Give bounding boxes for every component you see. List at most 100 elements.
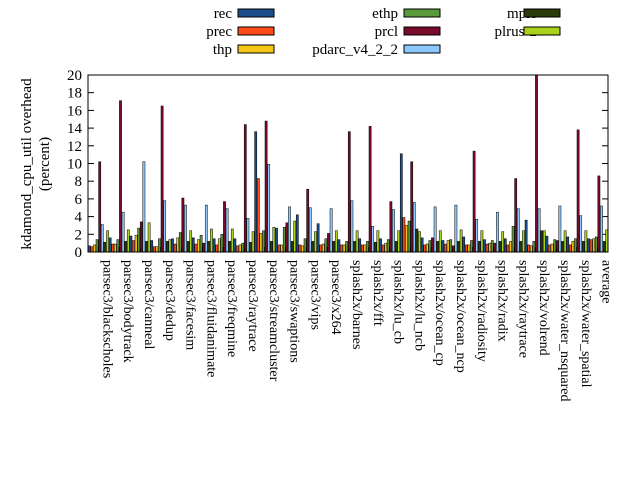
bar-prec-3 [152, 246, 156, 253]
bar-plrus-2-1 [126, 229, 130, 253]
legend-label-rec: rec [214, 6, 233, 22]
bar-pdarc_v4_2_2-6 [225, 208, 229, 253]
bar-mprs-22 [561, 241, 564, 253]
bar-ethp-22 [553, 239, 557, 253]
bar-ethp-6 [220, 234, 224, 253]
bar-ethp-17 [449, 239, 453, 253]
bar-pdarc_v4_2_2-2 [142, 161, 146, 253]
bar-ethp-10 [303, 238, 307, 253]
legend-label-thp: thp [213, 42, 232, 58]
bar-prcl-8 [264, 120, 268, 253]
bar-rec-24 [587, 238, 590, 253]
bar-plrus-2-22 [563, 230, 567, 253]
x-tick-label: splash2x/ocean_ncp [453, 260, 468, 373]
bar-prcl-23 [576, 129, 580, 253]
bar-ethp-9 [282, 226, 286, 253]
bar-prcl-15 [410, 161, 414, 253]
x-tick-label: splash2x/volrend [536, 260, 551, 356]
bar-plrus-2-19 [501, 231, 505, 253]
bar-ethp-2 [137, 227, 141, 253]
bar-pdarc_v4_2_2-9 [288, 206, 291, 253]
bar-ethp-21 [532, 241, 536, 253]
x-tick-label: parsec3/fluidanimate [203, 260, 218, 377]
bar-prec-6 [215, 244, 219, 253]
bar-pdarc_v4_2_2-11 [329, 208, 333, 253]
bar-thp-22 [550, 243, 554, 253]
bar-pdarc_v4_2_2-24 [600, 205, 603, 253]
x-tick-label: parsec3/x264 [328, 260, 343, 335]
legend-swatch-plrus-2 [523, 26, 561, 36]
bar-rec-6 [212, 238, 216, 253]
x-tick-label: splash2x/ocean_cp [432, 260, 447, 366]
bar-plrus-2-8 [272, 226, 276, 253]
bar-pdarc_v4_2_2-16 [433, 206, 437, 253]
legend-swatch-rec [237, 8, 275, 18]
bar-plrus-2-23 [584, 230, 588, 253]
bar-prcl-5 [202, 242, 206, 253]
bar-pdarc_v4_2_2-18 [475, 219, 479, 253]
bar-mprs-19 [498, 241, 502, 253]
bar-prcl-24 [597, 175, 601, 253]
bar-mprs-1 [124, 241, 128, 253]
bar-prec-23 [568, 244, 572, 253]
bar-prec-7 [236, 245, 239, 253]
x-tick-label: splash2x/water_nsquared [557, 260, 572, 402]
bar-mprs-4 [186, 241, 190, 253]
bar-mprs-5 [207, 241, 211, 253]
bar-mprs-3 [165, 241, 169, 253]
x-tick-label: parsec3/freqmine [224, 260, 239, 357]
bar-plrus-2-7 [251, 231, 255, 253]
bar-ethp-23 [574, 238, 577, 253]
bar-pdarc_v4_2_2-1 [121, 211, 125, 253]
bar-thp-3 [155, 246, 159, 253]
bar-prcl-18 [472, 150, 476, 253]
bar-ethp-8 [262, 230, 265, 253]
legend-label-prcl: prcl [375, 24, 398, 40]
bar-plrus-2-5 [210, 228, 213, 253]
x-tick-label: splash2x/radix [495, 260, 510, 342]
bar-thp-14 [384, 242, 388, 253]
x-tick-label: parsec3/blackscholes [99, 260, 114, 378]
bar-pdarc_v4_2_2-4 [184, 204, 187, 253]
bar-thp-18 [467, 244, 471, 253]
bar-mprs-24 [602, 241, 606, 253]
y-tick-label: 6 [75, 192, 83, 208]
bar-rec-15 [399, 153, 403, 253]
y-tick-label: 2 [75, 227, 83, 243]
x-tick-label: splash2x/lu_cb [391, 260, 406, 344]
bar-thp-1 [113, 243, 117, 253]
y-tick-label: 16 [67, 103, 83, 119]
bar-ethp-15 [407, 220, 411, 253]
bar-prec-0 [90, 246, 94, 253]
bar-thp-17 [446, 240, 450, 253]
bar-ethp-18 [470, 240, 473, 253]
bar-prcl-17 [451, 245, 455, 253]
bar-thp-7 [238, 244, 242, 253]
bar-rec-12 [337, 239, 341, 253]
bar-thp-24 [592, 238, 596, 253]
bar-mprs-6 [228, 241, 232, 253]
bar-prec-14 [381, 244, 385, 253]
bar-thp-20 [509, 241, 512, 253]
bar-pdarc_v4_2_2-22 [558, 205, 562, 253]
bar-thp-6 [217, 238, 221, 253]
bar-ethp-7 [241, 242, 245, 253]
bar-prcl-20 [514, 178, 518, 253]
bar-rec-9 [275, 227, 278, 253]
bar-plrus-2-3 [168, 239, 172, 253]
bar-prec-16 [423, 244, 427, 253]
bars [87, 74, 609, 253]
y-axis-label: kdamond_cpu_util overhead (percent) [19, 78, 53, 250]
bar-pdarc_v4_2_2-15 [412, 202, 416, 253]
bar-mprs-15 [415, 228, 419, 253]
bar-ethp-16 [428, 240, 432, 253]
bar-prec-22 [548, 244, 551, 253]
bar-pdarc_v4_2_2-8 [267, 164, 271, 253]
bar-plrus-2-21 [542, 230, 546, 253]
bar-plrus-2-2 [147, 222, 151, 253]
x-tick-label: parsec3/streamcluster [266, 260, 281, 382]
x-tick-label: parsec3/dedup [162, 260, 177, 341]
bar-rec-13 [358, 238, 362, 253]
